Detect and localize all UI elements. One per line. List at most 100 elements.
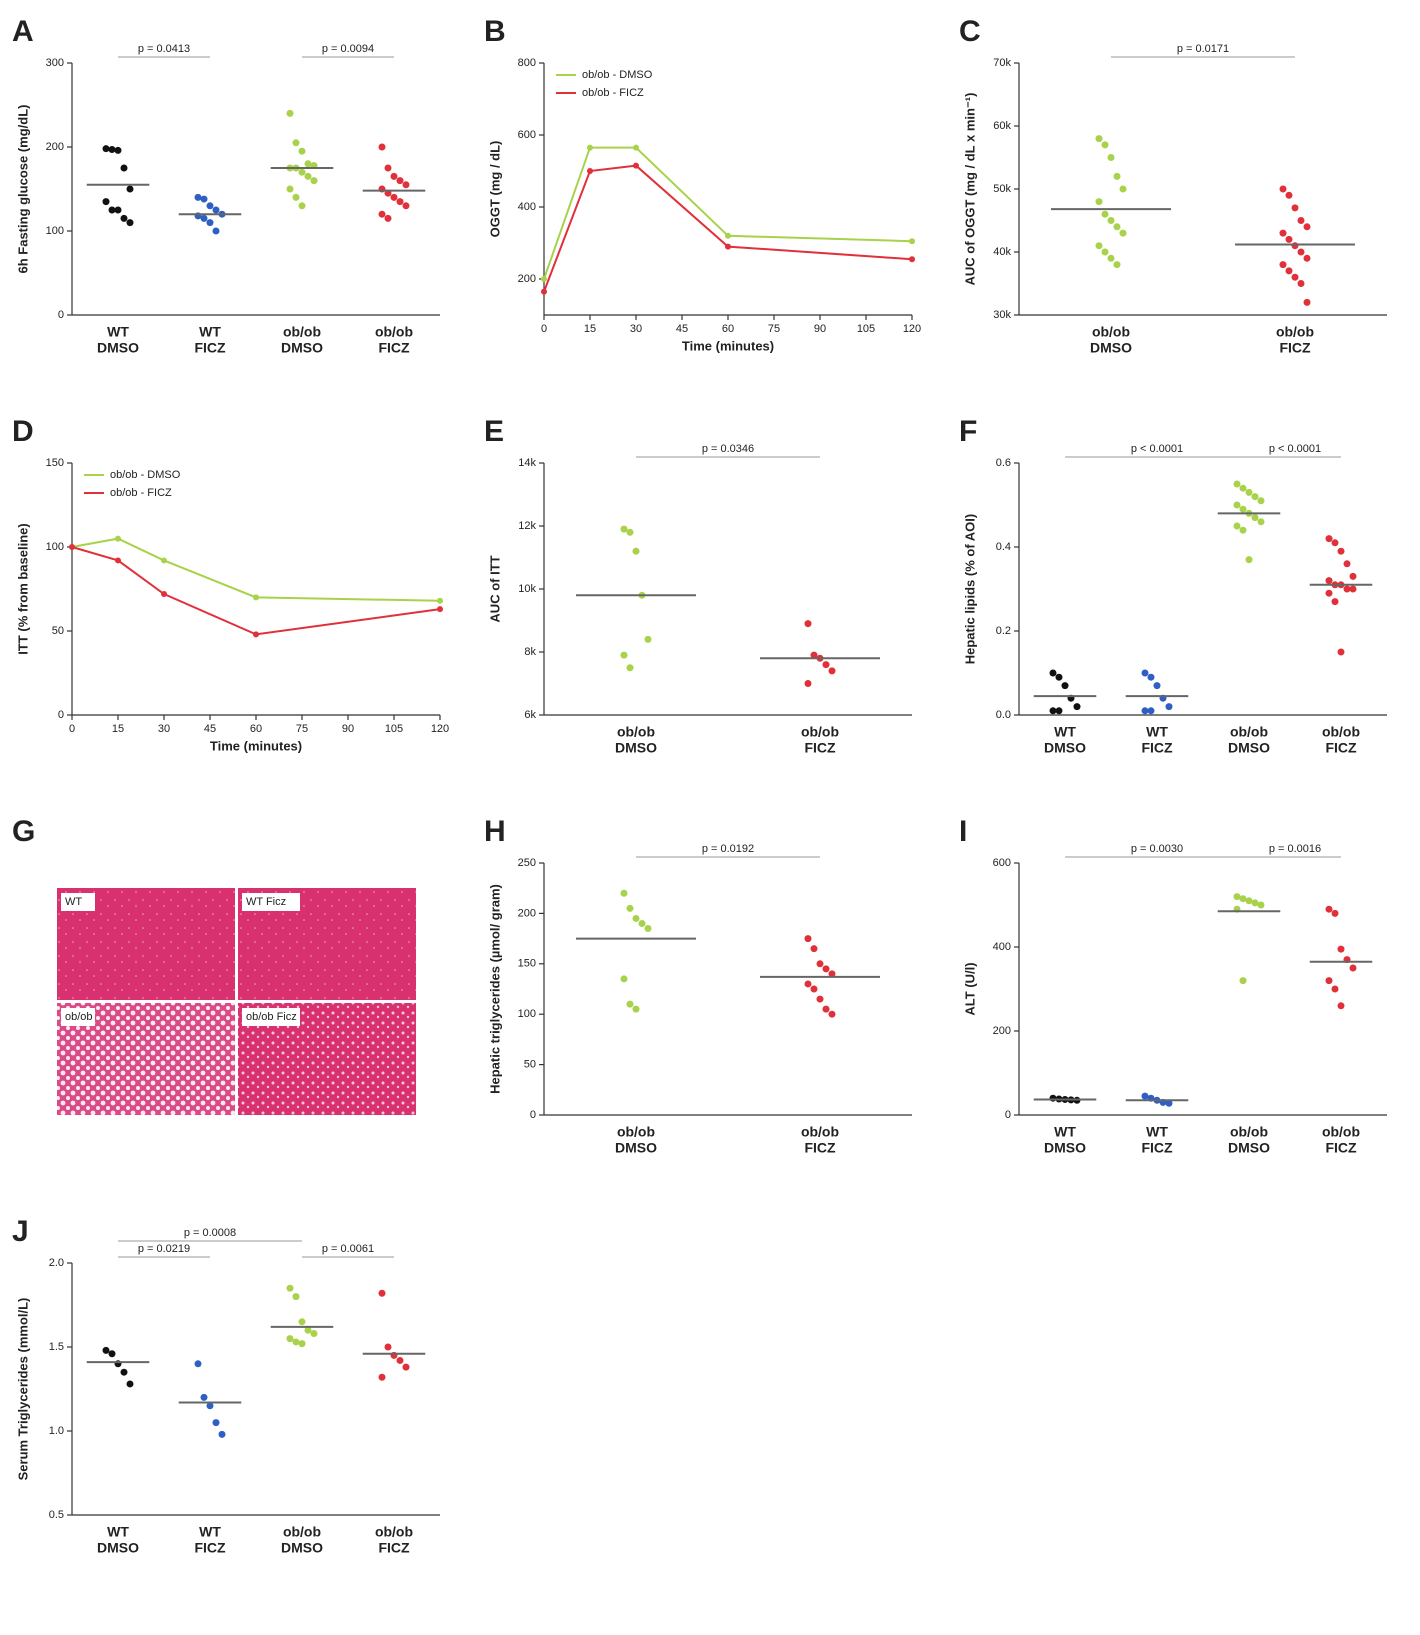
- y-axis-label: AUC of ITT: [487, 555, 502, 622]
- data-point: [804, 680, 812, 687]
- data-point: [1141, 669, 1149, 677]
- x-tick-label: DMSO: [281, 1540, 323, 1556]
- data-point: [194, 1360, 202, 1368]
- data-point: [120, 1368, 128, 1376]
- line-point: [633, 162, 639, 169]
- series-line: [71, 537, 441, 602]
- data-point: [194, 193, 202, 201]
- data-point: [384, 1343, 392, 1351]
- data-point: [1239, 484, 1247, 492]
- data-point: [1279, 229, 1287, 237]
- data-point: [1325, 905, 1333, 913]
- panel-letter: B: [484, 15, 506, 48]
- x-tick-label: ob/ob: [617, 724, 655, 740]
- data-point: [378, 1289, 386, 1297]
- data-point: [396, 177, 404, 185]
- x-tick-label: 75: [768, 323, 780, 335]
- y-tick-label: 0.5: [49, 1509, 64, 1521]
- data-point: [1141, 1092, 1149, 1100]
- x-tick-label: 45: [676, 323, 688, 335]
- line-point: [253, 631, 259, 638]
- line-point: [437, 606, 443, 613]
- data-point: [298, 147, 306, 155]
- data-point: [1297, 248, 1305, 256]
- x-tick-label: DMSO: [97, 340, 139, 356]
- line-point: [909, 256, 915, 263]
- data-point: [620, 889, 628, 897]
- data-point: [384, 164, 392, 172]
- data-point: [1107, 154, 1115, 161]
- x-tick-label: ob/ob: [1230, 724, 1268, 740]
- legend-label: ob/ob - DMSO: [582, 69, 653, 81]
- panel-letter: C: [959, 15, 981, 48]
- data-point: [810, 945, 818, 953]
- y-tick-label: 0: [1005, 1109, 1011, 1121]
- data-point: [126, 219, 134, 227]
- x-tick-label: FICZ: [1141, 1140, 1173, 1156]
- data-point: [620, 975, 628, 983]
- data-point: [102, 1346, 110, 1354]
- y-tick-label: 0: [58, 709, 64, 721]
- x-tick-label: DMSO: [1044, 1140, 1086, 1156]
- y-tick-label: 250: [518, 857, 536, 869]
- y-tick-label: 40k: [993, 246, 1011, 258]
- data-point: [1349, 585, 1357, 593]
- data-point: [1257, 901, 1265, 909]
- x-tick-label: WT: [1054, 724, 1076, 740]
- data-point: [804, 620, 812, 628]
- data-point: [1233, 893, 1241, 901]
- x-tick-label: 15: [584, 323, 596, 335]
- y-tick-label: 0.4: [996, 541, 1011, 553]
- data-point: [102, 145, 110, 153]
- data-point: [1349, 572, 1357, 580]
- data-point: [1113, 223, 1121, 231]
- data-point: [816, 995, 824, 1003]
- x-tick-label: ob/ob: [1230, 1124, 1268, 1140]
- x-tick-label: 90: [814, 323, 826, 335]
- data-point: [114, 146, 122, 154]
- data-point: [1239, 977, 1247, 985]
- p-value: p < 0.0001: [1131, 443, 1183, 455]
- y-tick-label: 50k: [993, 183, 1011, 195]
- x-tick-label: 105: [385, 723, 403, 735]
- data-point: [298, 168, 306, 176]
- data-point: [206, 219, 214, 227]
- data-point: [1239, 505, 1247, 513]
- panel-letter: I: [959, 815, 967, 848]
- data-point: [200, 195, 208, 203]
- line-point: [725, 232, 731, 239]
- data-point: [626, 664, 634, 672]
- data-point: [390, 172, 398, 180]
- data-point: [1113, 261, 1121, 269]
- x-tick-label: DMSO: [615, 740, 657, 756]
- x-axis-label: Time (minutes): [210, 738, 302, 753]
- data-point: [1337, 648, 1345, 656]
- y-tick-label: 400: [993, 941, 1011, 953]
- data-point: [810, 985, 818, 993]
- x-tick-label: FICZ: [804, 1140, 836, 1156]
- data-point: [126, 185, 134, 193]
- x-tick-label: WT: [107, 324, 129, 340]
- data-point: [304, 160, 312, 168]
- x-tick-label: WT: [1146, 1124, 1168, 1140]
- data-point: [1291, 204, 1299, 212]
- data-point: [816, 960, 824, 968]
- tile-label-box: [61, 1008, 95, 1026]
- data-point: [298, 202, 306, 210]
- data-point: [212, 227, 220, 235]
- data-point: [304, 1326, 312, 1334]
- y-axis-label: 6h Fasting glucose (mg/dL): [15, 104, 30, 273]
- data-point: [632, 914, 640, 922]
- data-point: [1337, 1002, 1345, 1010]
- data-point: [1073, 703, 1081, 711]
- data-point: [1303, 223, 1311, 231]
- data-point: [1285, 267, 1293, 275]
- data-point: [822, 965, 830, 973]
- x-tick-label: 120: [903, 323, 921, 335]
- data-point: [1147, 707, 1155, 715]
- x-tick-label: DMSO: [1228, 740, 1270, 756]
- data-point: [298, 1340, 306, 1348]
- y-tick-label: 100: [46, 225, 64, 237]
- y-tick-label: 150: [518, 958, 536, 970]
